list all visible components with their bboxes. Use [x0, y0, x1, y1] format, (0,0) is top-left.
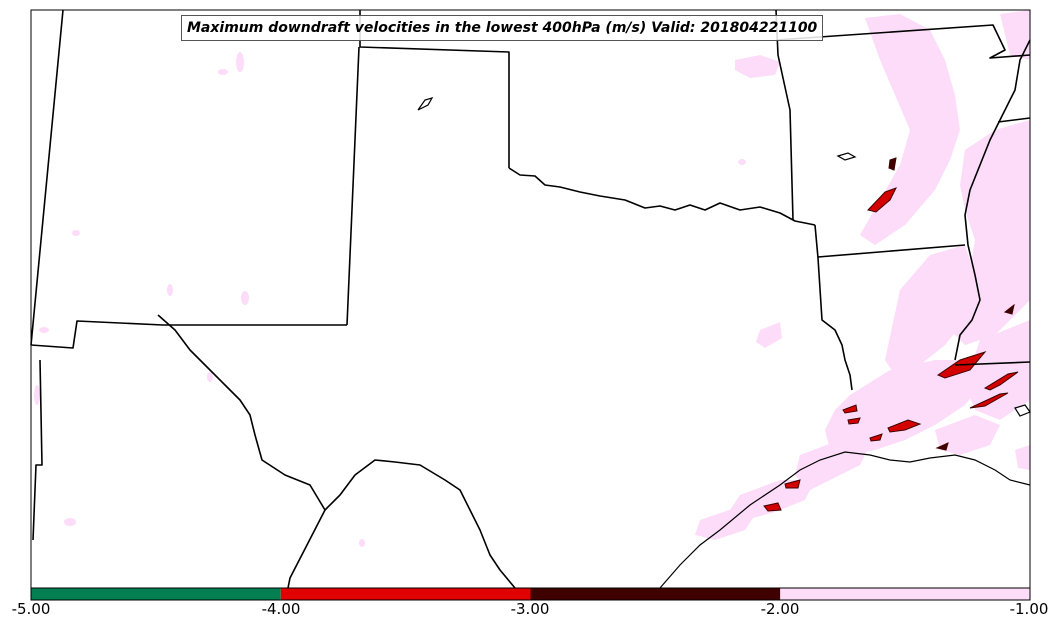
colorbar	[30, 587, 1031, 601]
colorbar-label-4: -2.00	[760, 600, 800, 618]
colorbar-label-2: -4.00	[261, 600, 301, 618]
colorbar-bin-2	[280, 588, 531, 600]
state-borders	[30, 9, 1031, 589]
colorbar-label-3: -3.00	[510, 600, 550, 618]
colorbar-bin-1	[31, 588, 281, 600]
colorbar-bin-3	[530, 588, 781, 600]
colorbar-label-5: -1.00	[1009, 600, 1049, 618]
colorbar-label-1: -5.00	[11, 600, 51, 618]
colorbar-bin-4	[780, 588, 1030, 600]
colorbar-outline	[30, 587, 1031, 601]
map-panel	[31, 10, 1030, 588]
map-title: Maximum downdraft velocities in the lowe…	[181, 15, 824, 41]
